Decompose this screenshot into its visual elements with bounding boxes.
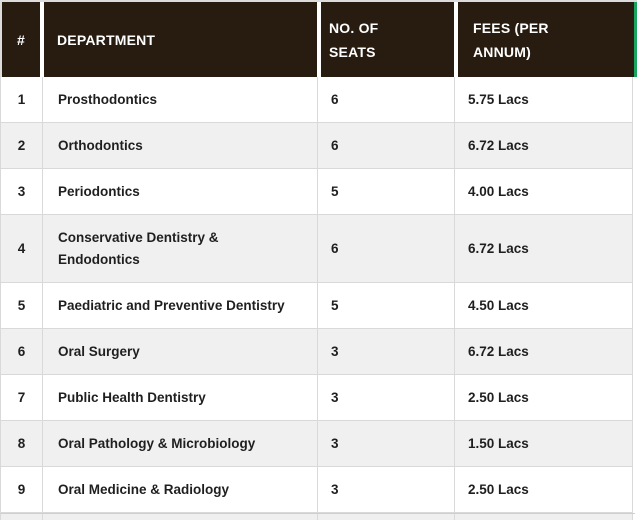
table-row: 3 Periodontics 5 4.00 Lacs <box>0 169 635 215</box>
table-row: 9 Oral Medicine & Radiology 3 2.50 Lacs <box>0 467 635 513</box>
cell-fees: 6.72 Lacs <box>455 215 633 283</box>
cell-department <box>43 514 318 520</box>
table-header-row: # DEPARTMENT NO. OF SEATS FEES (PER ANNU… <box>0 0 637 77</box>
cell-row-number: 7 <box>1 375 43 421</box>
cell-seats: 6 <box>318 77 455 123</box>
cell-department: Conservative Dentistry & Endodontics <box>43 215 318 283</box>
cell-row-number: 2 <box>1 123 43 169</box>
cell-department: Oral Surgery <box>43 329 318 375</box>
cell-department: Paediatric and Preventive Dentistry <box>43 283 318 329</box>
cell-fees: 1.50 Lacs <box>455 421 633 467</box>
header-cell-department: DEPARTMENT <box>44 2 317 77</box>
cell-fees: 6.72 Lacs <box>455 123 633 169</box>
cell-seats: 6 <box>318 215 455 283</box>
header-cell-seats: NO. OF SEATS <box>321 2 454 77</box>
table-row: 2 Orthodontics 6 6.72 Lacs <box>0 123 635 169</box>
cell-row-number <box>1 514 43 520</box>
cell-department: Orthodontics <box>43 123 318 169</box>
cell-fees: 4.00 Lacs <box>455 169 633 215</box>
cell-seats: 3 <box>318 467 455 513</box>
cell-department: Oral Medicine & Radiology <box>43 467 318 513</box>
cell-seats: 3 <box>318 421 455 467</box>
cell-seats: 5 <box>318 283 455 329</box>
cell-seats <box>318 514 455 520</box>
table-row: 4 Conservative Dentistry & Endodontics 6… <box>0 215 635 283</box>
cell-fees: 4.50 Lacs <box>455 283 633 329</box>
cell-row-number: 1 <box>1 77 43 123</box>
cell-fees: 6.72 Lacs <box>455 329 633 375</box>
table-row: 5 Paediatric and Preventive Dentistry 5 … <box>0 283 635 329</box>
cell-department: Oral Pathology & Microbiology <box>43 421 318 467</box>
cell-row-number: 3 <box>1 169 43 215</box>
cell-row-number: 5 <box>1 283 43 329</box>
cell-row-number: 9 <box>1 467 43 513</box>
cell-department: Prosthodontics <box>43 77 318 123</box>
cell-row-number: 4 <box>1 215 43 283</box>
cell-seats: 3 <box>318 375 455 421</box>
table-row: 7 Public Health Dentistry 3 2.50 Lacs <box>0 375 635 421</box>
cell-department: Public Health Dentistry <box>43 375 318 421</box>
cell-seats: 3 <box>318 329 455 375</box>
cell-fees: 2.50 Lacs <box>455 375 633 421</box>
table-row: 1 Prosthodontics 6 5.75 Lacs <box>0 77 635 123</box>
cell-seats: 5 <box>318 169 455 215</box>
table-row: 8 Oral Pathology & Microbiology 3 1.50 L… <box>0 421 635 467</box>
cell-department: Periodontics <box>43 169 318 215</box>
table-row: 6 Oral Surgery 3 6.72 Lacs <box>0 329 635 375</box>
cell-fees: 2.50 Lacs <box>455 467 633 513</box>
cell-seats: 6 <box>318 123 455 169</box>
cell-row-number: 8 <box>1 421 43 467</box>
header-cell-fees: FEES (PER ANNUM) <box>458 2 637 77</box>
cell-fees <box>455 514 633 520</box>
table-row-partial <box>0 513 635 520</box>
header-cell-index: # <box>2 2 40 77</box>
cell-fees: 5.75 Lacs <box>455 77 633 123</box>
cell-row-number: 6 <box>1 329 43 375</box>
